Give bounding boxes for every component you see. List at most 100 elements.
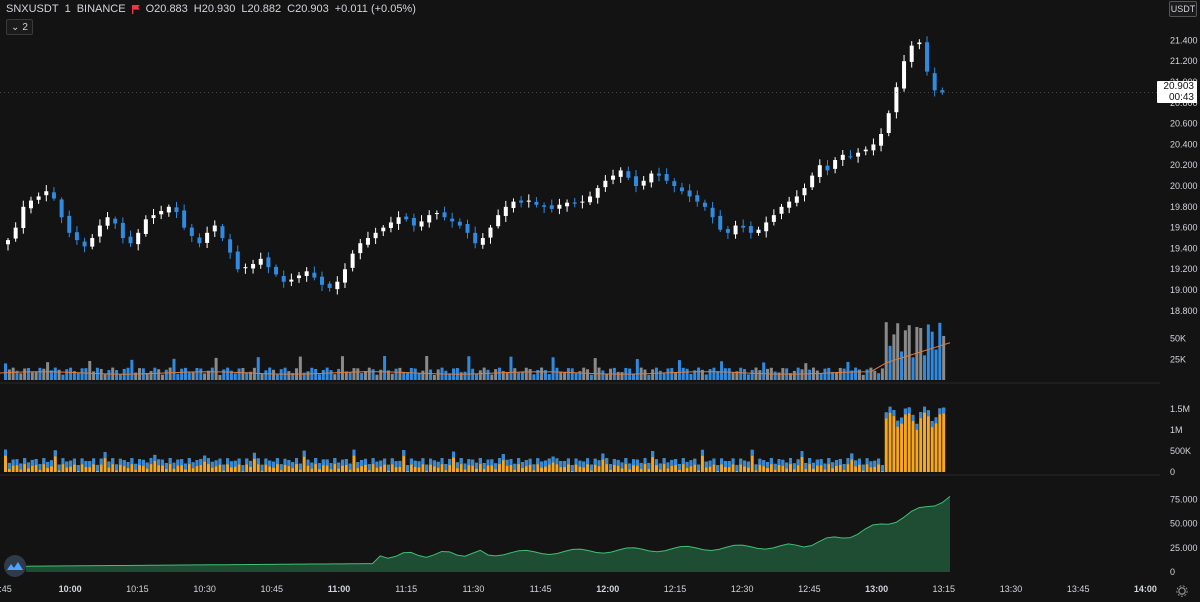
candle-body xyxy=(503,206,508,216)
volume-bar xyxy=(249,371,253,380)
quote-volume-cap xyxy=(543,460,547,467)
quote-volume-cap xyxy=(517,458,521,465)
volume-bar xyxy=(942,335,946,380)
quote-volume-bar xyxy=(547,458,551,472)
volume-bar xyxy=(559,371,563,380)
volume-bar xyxy=(923,355,927,380)
volume-bar xyxy=(777,372,781,380)
candle-body xyxy=(641,180,646,186)
quote-volume-bar xyxy=(141,459,145,472)
candle-body xyxy=(297,275,302,279)
candle-body xyxy=(13,227,18,239)
currency-button[interactable]: USDT xyxy=(1169,1,1197,17)
quote-volume-cap xyxy=(7,462,11,469)
candle-body xyxy=(427,215,432,223)
quote-volume-cap xyxy=(520,462,524,469)
candle-body xyxy=(549,205,554,209)
volume-bar xyxy=(689,373,693,380)
volume-bar xyxy=(367,367,371,380)
gear-icon[interactable] xyxy=(1176,584,1188,597)
quote-volume-bar xyxy=(321,459,325,472)
quote-volume-cap xyxy=(23,458,27,465)
volume-bar xyxy=(432,374,436,380)
quote-volume-cap xyxy=(367,464,371,471)
quote-volume-bar xyxy=(528,458,532,472)
volume-bar xyxy=(30,372,34,380)
quote-volume-bar xyxy=(903,408,907,472)
candle-body xyxy=(320,276,324,285)
volume-bar xyxy=(704,374,708,380)
volume-bar xyxy=(329,370,333,380)
volume-bar xyxy=(363,371,367,380)
volume-bar xyxy=(195,367,199,380)
quote-volume-cap xyxy=(900,417,904,424)
volume-bar xyxy=(298,356,302,380)
candle-body xyxy=(902,61,907,89)
time-axis-label: 14:00 xyxy=(1134,584,1157,594)
quote-volume-cap xyxy=(720,458,724,465)
quote-volume-cap xyxy=(670,459,674,466)
candle-body xyxy=(182,210,187,228)
volume-bar xyxy=(65,369,69,380)
candle-body xyxy=(6,240,10,245)
quote-volume-cap xyxy=(915,423,919,430)
quote-volume-cap xyxy=(869,461,873,468)
candle-body xyxy=(442,212,447,218)
volume-bar xyxy=(720,361,724,380)
volume-bar xyxy=(731,372,735,380)
volume-bar xyxy=(536,369,540,380)
quote-volume-cap xyxy=(61,458,65,465)
tradingview-logo-icon[interactable] xyxy=(4,555,26,577)
quote-volume-cap xyxy=(226,458,230,465)
quote-volume-bar xyxy=(700,449,704,472)
quote-volume-cap xyxy=(38,463,42,470)
quote-volume-cap xyxy=(34,459,38,466)
quote-volume-cap xyxy=(92,458,96,465)
quote-volume-cap xyxy=(804,463,808,470)
volume-bar xyxy=(222,369,226,380)
quote-volume-cap xyxy=(88,461,92,468)
volume-bar xyxy=(260,373,264,380)
candle-body xyxy=(205,232,210,243)
quote-volume-axis-label: 1.5M xyxy=(1170,404,1190,414)
volume-bar xyxy=(605,373,609,380)
volume-bar xyxy=(429,369,433,380)
symbol-name[interactable]: SNXUSDT xyxy=(6,3,59,15)
quote-volume-bar xyxy=(934,417,938,472)
quote-volume-cap xyxy=(233,460,237,467)
quote-volume-cap xyxy=(647,462,651,469)
flag-icon[interactable] xyxy=(131,4,140,14)
volume-bar xyxy=(831,371,835,380)
volume-bar xyxy=(846,361,850,380)
volume-bar xyxy=(23,368,27,380)
interval-label[interactable]: 1 xyxy=(64,3,71,15)
candle-body xyxy=(342,269,347,283)
quote-volume-cap xyxy=(183,463,187,470)
quote-volume-cap xyxy=(348,463,352,470)
candle-body xyxy=(542,205,547,207)
time-axis-label: 12:45 xyxy=(798,584,821,594)
quote-volume-cap xyxy=(448,458,452,465)
quote-volume-cap xyxy=(907,407,911,414)
candle-body xyxy=(871,144,876,151)
volume-bar xyxy=(815,370,819,380)
quote-volume-bar xyxy=(643,458,647,472)
quote-volume-cap xyxy=(643,458,647,465)
quote-volume-cap xyxy=(743,460,747,467)
volume-bar xyxy=(448,373,452,380)
quote-volume-cap xyxy=(586,458,590,465)
quote-volume-bar xyxy=(206,458,210,472)
quote-volume-cap xyxy=(589,464,593,471)
candle-body xyxy=(289,279,294,282)
volume-bar xyxy=(318,374,321,380)
price-axis-label: 19.200 xyxy=(1170,264,1198,274)
volume-bar xyxy=(72,371,76,380)
collapse-indicators-button[interactable]: ⌄ 2 xyxy=(6,19,33,35)
volume-bar xyxy=(865,369,869,380)
volume-bar xyxy=(291,372,295,380)
quote-volume-bar xyxy=(103,452,107,472)
quote-volume-axis-label: 500K xyxy=(1170,446,1191,456)
volume-bar xyxy=(654,367,658,380)
